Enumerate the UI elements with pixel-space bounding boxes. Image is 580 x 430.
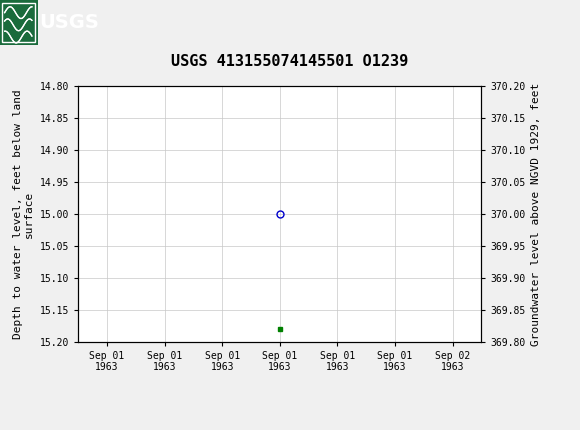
- Y-axis label: Depth to water level, feet below land
surface: Depth to water level, feet below land su…: [13, 89, 34, 339]
- Bar: [0, 0, 38, 45]
- Bar: [2, 3, 35, 43]
- Y-axis label: Groundwater level above NGVD 1929, feet: Groundwater level above NGVD 1929, feet: [531, 82, 541, 346]
- Text: USGS: USGS: [39, 13, 99, 32]
- Text: USGS 413155074145501 O1239: USGS 413155074145501 O1239: [171, 54, 409, 69]
